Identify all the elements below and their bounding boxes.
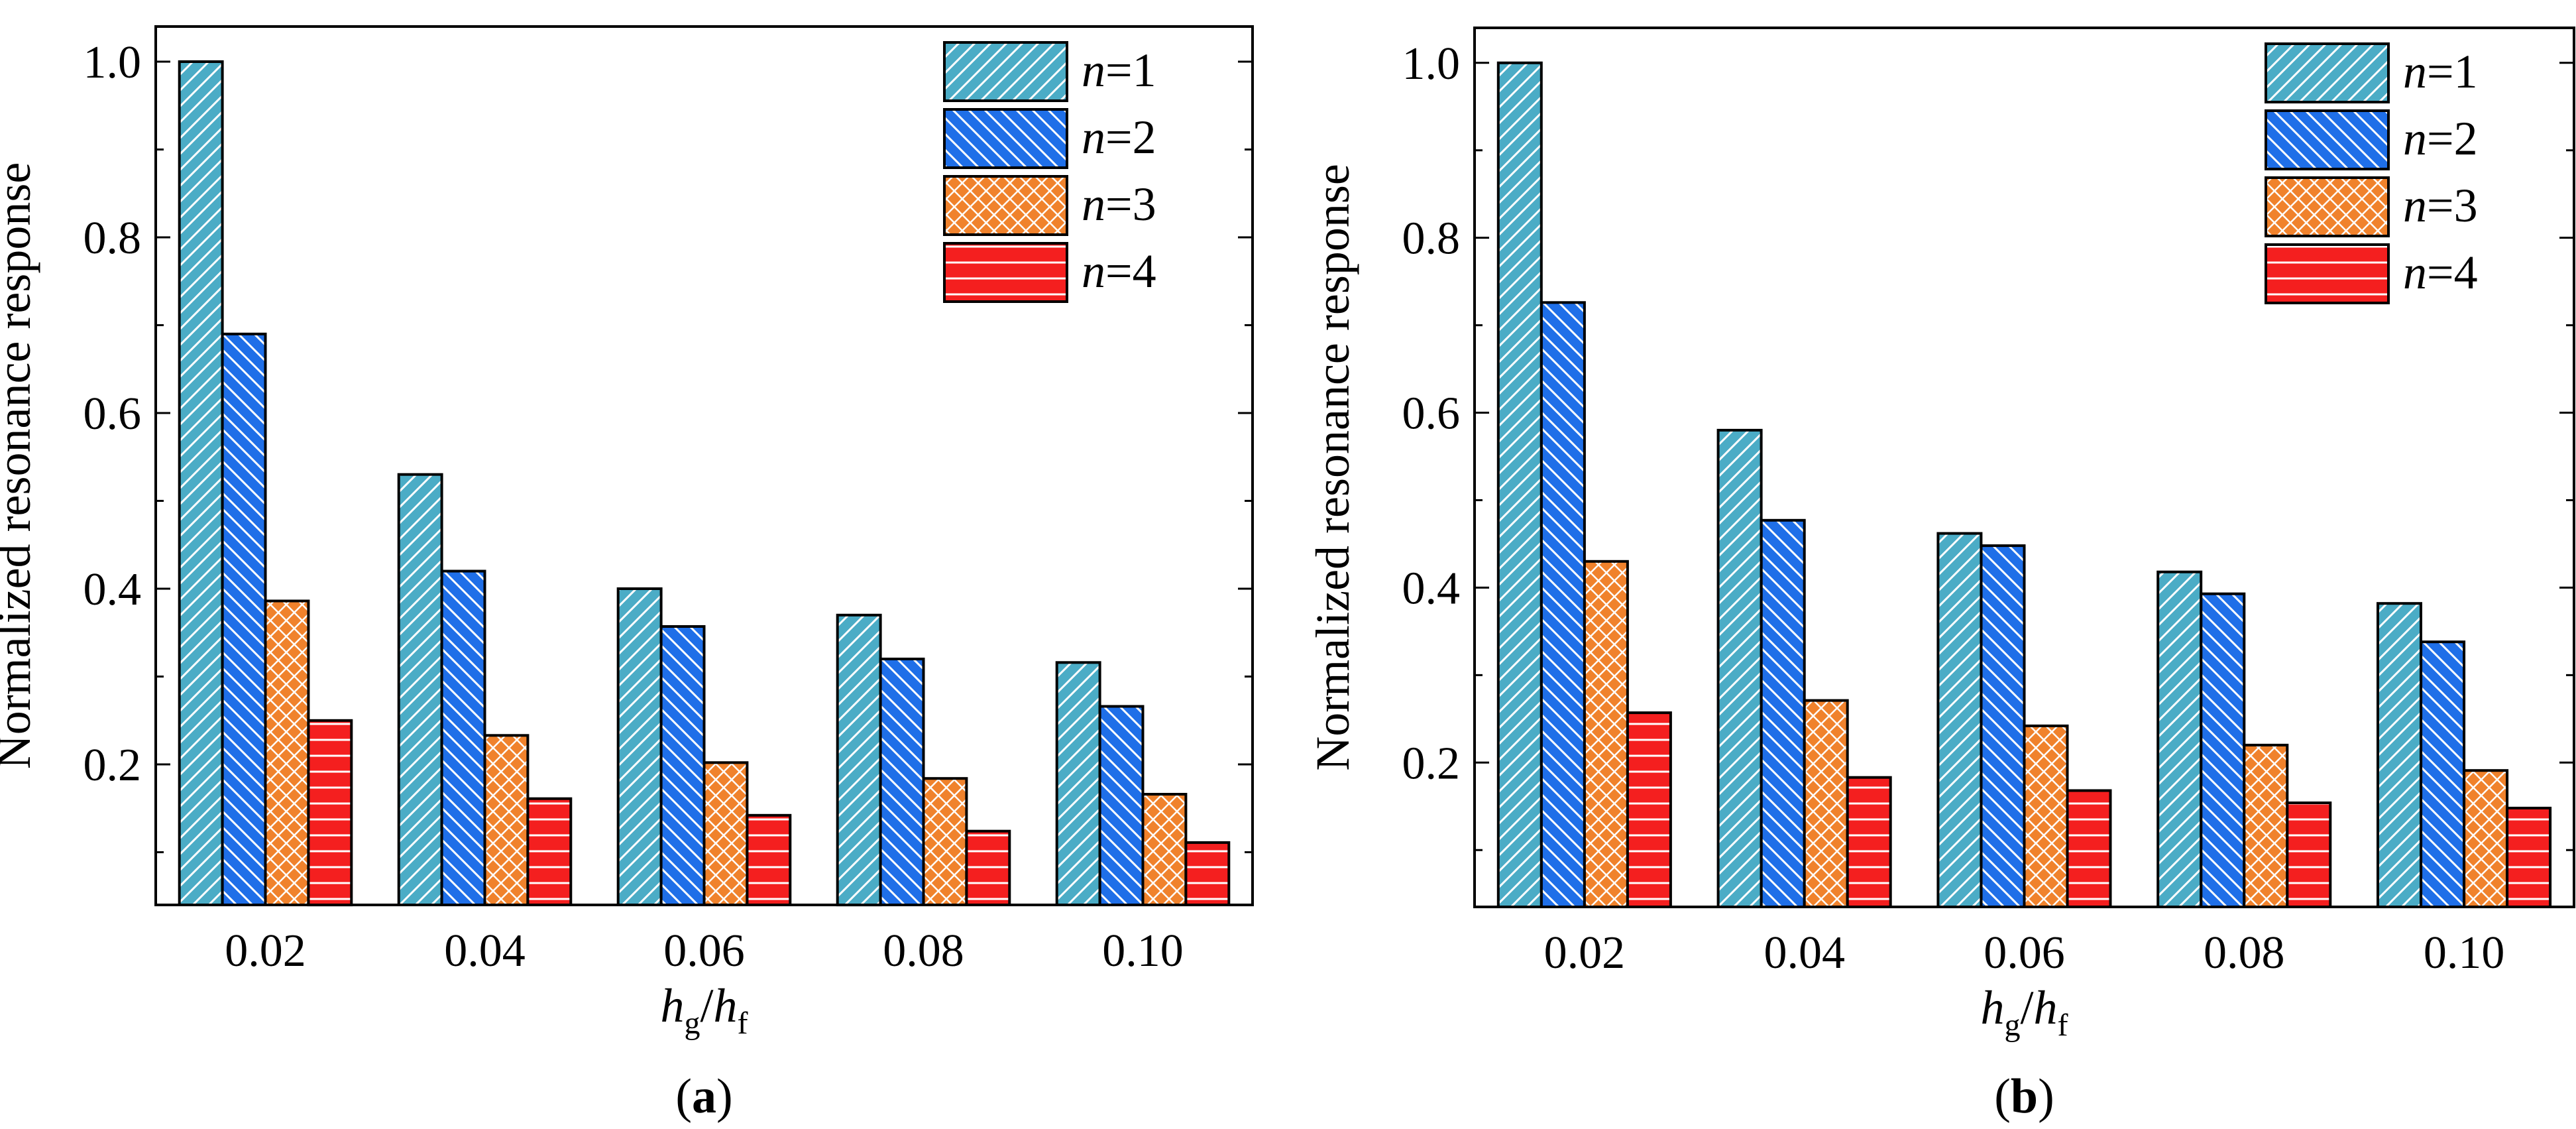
x-tick-label: 0.06 (663, 925, 745, 977)
y-tick-label: 0.4 (1402, 563, 1461, 614)
y-axis-title: Normalized resonance response (0, 162, 40, 770)
legend-swatch-n2 (2265, 109, 2390, 170)
legend-label-n1: n=1 (1082, 44, 1156, 97)
bar-n1-0.02 (178, 60, 224, 906)
bar-n3-0.06 (702, 761, 749, 907)
legend-swatch-n1 (943, 41, 1068, 102)
bar-n2-0.06 (1980, 544, 2026, 908)
x-tick-label: 0.02 (225, 925, 306, 977)
bar-n3-0.08 (922, 777, 968, 906)
bar-n2-0.08 (879, 658, 925, 906)
bar-n4-0.10 (1184, 841, 1231, 907)
bar-n4-0.04 (526, 797, 573, 906)
bar-n1-0.08 (2156, 570, 2203, 908)
bar-n4-0.04 (1846, 776, 1892, 908)
y-tick-label: 0.2 (1402, 738, 1461, 789)
legend-label-n4: n=4 (2403, 246, 2478, 299)
y-tick-label: 0.2 (84, 740, 142, 791)
chart-svg: 0.2 0.4 0.6 0.8 1.0 0.02 0.04 0.06 0.08 0.10 Norma… (0, 25, 1254, 1124)
bar-n2-0.06 (659, 625, 706, 906)
bar-n2-0.10 (1098, 705, 1145, 906)
legend-swatch-n2 (943, 108, 1068, 169)
bar-n1-0.04 (397, 473, 443, 906)
bar-n3-0.08 (2243, 743, 2289, 909)
y-axis-title: Normalized resonance response (1306, 164, 1359, 771)
chart-panel-a: 0.2 0.4 0.6 0.8 1.0 0.02 0.04 0.06 0.08 0.10 Norma… (0, 25, 1254, 1124)
legend-swatch-n1 (2265, 42, 2390, 103)
bar-n1-0.02 (1496, 61, 1543, 908)
x-axis-title: hg/hf (1981, 981, 2068, 1043)
y-tick-label: 1.0 (1402, 38, 1461, 89)
bar-n3-0.10 (1141, 793, 1188, 906)
x-tick-label: 0.10 (1102, 925, 1184, 977)
bar-n3-0.02 (264, 599, 310, 906)
plot-frame (154, 25, 1254, 906)
y-tick-label: 0.6 (1402, 388, 1461, 440)
x-tick-label: 0.08 (2204, 927, 2285, 979)
legend-label-n2: n=2 (2403, 112, 2478, 165)
x-tick-label: 0.06 (1984, 927, 2065, 979)
bar-n3-0.10 (2463, 769, 2509, 908)
x-tick-label: 0.04 (444, 925, 526, 977)
legend-label-n3: n=3 (1082, 178, 1156, 231)
bar-n4-0.02 (1626, 711, 1672, 908)
bar-n3-0.06 (2023, 724, 2069, 909)
bar-n1-0.06 (616, 587, 663, 906)
y-tick-label: 0.8 (1402, 213, 1461, 265)
bar-n1-0.06 (1936, 532, 1983, 908)
bar-n4-0.10 (2506, 806, 2552, 909)
legend-swatch-n3 (2265, 176, 2390, 237)
legend-label-n1: n=1 (2403, 45, 2478, 98)
x-tick-label: 0.02 (1544, 927, 1626, 979)
bar-n1-0.08 (836, 613, 882, 907)
bar-n2-0.10 (2420, 640, 2466, 908)
y-tick-label: 0.8 (84, 213, 142, 264)
bar-n1-0.10 (2377, 602, 2422, 908)
legend-label-n3: n=3 (2403, 179, 2478, 232)
bar-n4-0.06 (746, 813, 792, 907)
y-tick-label: 0.4 (84, 564, 142, 615)
bar-n2-0.02 (221, 332, 267, 906)
legend-label-n4: n=4 (1082, 245, 1156, 298)
legend-swatch-n3 (943, 175, 1068, 236)
bar-n3-0.02 (1583, 560, 1629, 908)
bar-n2-0.04 (1760, 518, 1806, 908)
legend-swatch-n4 (943, 242, 1068, 303)
panel-caption: (b) (1994, 1069, 2054, 1124)
x-tick-label: 0.08 (883, 925, 964, 977)
bar-n2-0.04 (440, 569, 486, 906)
x-axis-title: hg/hf (661, 979, 748, 1041)
bar-n1-0.10 (1055, 661, 1101, 906)
legend-label-n2: n=2 (1082, 111, 1156, 164)
bar-n4-0.06 (2066, 789, 2112, 908)
chart-svg: 0.2 0.4 0.6 0.8 1.0 0.02 0.04 0.06 0.08 0.10 Norma… (1306, 27, 2575, 1124)
x-tick-label: 0.10 (2424, 927, 2505, 979)
y-tick-label: 0.6 (84, 388, 142, 440)
legend-swatch-n4 (2265, 243, 2390, 304)
panel-caption: (a) (675, 1069, 732, 1124)
bar-n2-0.08 (2200, 592, 2246, 908)
bar-n4-0.02 (307, 719, 353, 907)
bar-n3-0.04 (483, 734, 530, 907)
plot-frame (1473, 27, 2575, 908)
y-tick-label: 1.0 (84, 37, 142, 88)
bar-n1-0.04 (1716, 428, 1763, 908)
bar-n3-0.04 (1803, 699, 1849, 908)
bar-n4-0.08 (965, 829, 1011, 906)
x-tick-label: 0.04 (1764, 927, 1845, 979)
bar-n2-0.02 (1540, 301, 1586, 908)
bar-n4-0.08 (2286, 802, 2332, 908)
chart-panel-b: 0.2 0.4 0.6 0.8 1.0 0.02 0.04 0.06 0.08 0.10 Norma… (1288, 0, 2576, 1129)
